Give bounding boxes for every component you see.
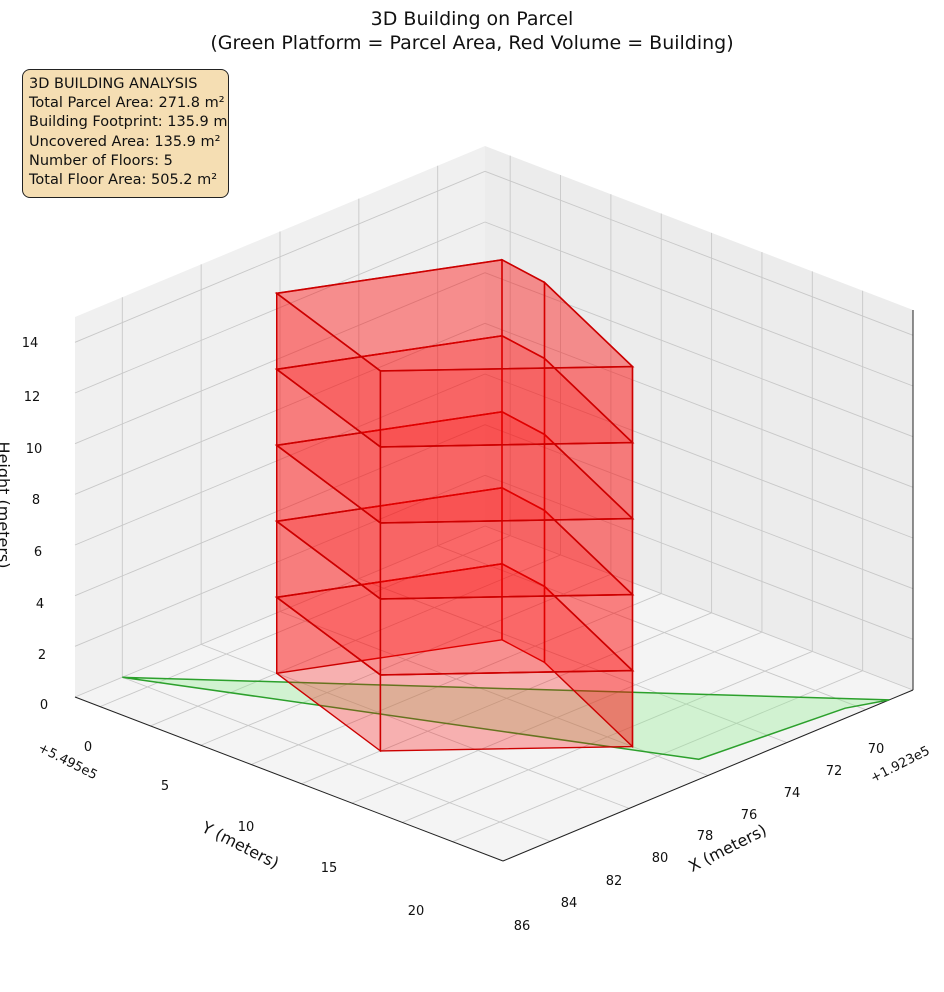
z-tick-label: 2: [38, 648, 46, 663]
analysis-uncovered: Uncovered Area: 135.9 m²: [29, 133, 221, 150]
data-polygons: [122, 258, 890, 761]
grid-line-z-left: [74, 322, 486, 495]
x-tick-label: 70: [868, 742, 885, 757]
grid-line-y-floor: [437, 545, 866, 711]
z-tick-label: 10: [26, 442, 43, 457]
analysis-parcel-area: Total Parcel Area: 271.8 m²: [29, 95, 225, 112]
z-tick-label: 8: [32, 493, 40, 508]
axis-lines: [74, 310, 914, 862]
y-tick-label: 10: [238, 820, 255, 835]
chart-subtitle: (Green Platform = Parcel Area, Red Volum…: [210, 32, 733, 54]
x-tick-label: 86: [514, 919, 531, 934]
x-tick-label: 76: [741, 808, 758, 823]
grid-line-z-right: [484, 474, 914, 640]
x-tick-label: 72: [826, 764, 843, 779]
parcel-platform: [122, 676, 890, 761]
grid-line-y-floor: [200, 643, 630, 809]
grid-line-z-right: [484, 322, 914, 488]
grid-line-z-left: [74, 525, 486, 698]
x-tick-label: 82: [606, 874, 623, 889]
grid-line-y-floor: [358, 578, 788, 744]
grid-line-z-left: [74, 170, 486, 343]
z-tick-label: 12: [24, 390, 41, 405]
x-tick-label: 78: [697, 829, 714, 844]
grid-line-y-floor: [122, 676, 551, 842]
chart-title: 3D Building on Parcel: [371, 8, 574, 30]
y-axis-line: [74, 696, 504, 862]
y-tick-label: 20: [408, 904, 425, 919]
grid-line-z-left: [74, 221, 486, 394]
grid-line-z-right: [484, 424, 914, 590]
grid-line-z-left: [74, 424, 486, 597]
analysis-box: 3D BUILDING ANALYSIS Total Parcel Area: …: [22, 69, 229, 198]
grid-line-z-right: [484, 525, 914, 691]
grid-line-z-left: [74, 474, 486, 647]
x-tick-label: 74: [784, 786, 801, 801]
z-axis-label: Height (meters): [0, 442, 13, 569]
x-tick-label: 80: [652, 851, 669, 866]
z-tick-label: 6: [34, 545, 42, 560]
analysis-title: 3D BUILDING ANALYSIS: [29, 76, 198, 92]
grid-line-z-right: [484, 272, 914, 438]
analysis-floor-area: Total Floor Area: 505.2 m²: [29, 172, 218, 189]
grid-line-z-right: [484, 221, 914, 387]
grid-line-z-left: [74, 373, 486, 546]
z-tick-label: 14: [22, 336, 39, 351]
analysis-floors: Number of Floors: 5: [29, 152, 173, 169]
grid-line-z-left: [74, 272, 486, 445]
x-tick-label: 84: [561, 896, 578, 911]
y-tick-label: 15: [321, 861, 338, 876]
x-axis-line: [502, 689, 914, 862]
y-tick-label: 5: [161, 779, 169, 794]
z-tick-label: 4: [36, 597, 44, 612]
analysis-footprint: Building Footprint: 135.9 m²: [29, 114, 229, 131]
y-tick-label: 0: [84, 740, 92, 755]
z-tick-label: 0: [40, 698, 48, 713]
pane-right-wall: [485, 146, 913, 690]
grid-line-z-right: [484, 170, 914, 336]
building-floor-slab: [274, 258, 635, 372]
grid-line-y-floor: [279, 611, 709, 776]
grid-line-z-right: [484, 373, 914, 539]
